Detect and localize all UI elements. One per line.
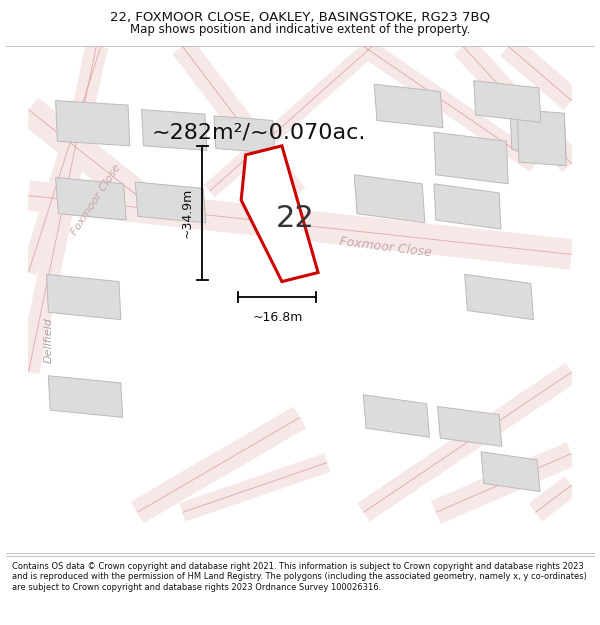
Polygon shape [434, 184, 501, 229]
Polygon shape [510, 109, 566, 157]
Text: Foxmoor Close: Foxmoor Close [70, 162, 123, 238]
Polygon shape [135, 182, 206, 222]
Polygon shape [47, 274, 121, 319]
Polygon shape [355, 175, 425, 222]
Text: ~282m²/~0.070ac.: ~282m²/~0.070ac. [152, 122, 367, 142]
Polygon shape [142, 109, 207, 151]
Polygon shape [517, 109, 566, 166]
Polygon shape [437, 406, 502, 446]
Text: Dellfield: Dellfield [43, 318, 53, 363]
Text: ~34.9m: ~34.9m [181, 188, 194, 238]
Text: 22: 22 [276, 204, 315, 232]
Polygon shape [481, 452, 540, 492]
Polygon shape [364, 395, 430, 438]
Text: 22, FOXMOOR CLOSE, OAKLEY, BASINGSTOKE, RG23 7BQ: 22, FOXMOOR CLOSE, OAKLEY, BASINGSTOKE, … [110, 10, 490, 23]
Text: Map shows position and indicative extent of the property.: Map shows position and indicative extent… [130, 23, 470, 36]
Text: Foxmoor Close: Foxmoor Close [339, 235, 433, 259]
Text: ~16.8m: ~16.8m [252, 311, 302, 324]
Polygon shape [465, 274, 533, 319]
Polygon shape [56, 177, 126, 220]
Polygon shape [374, 84, 443, 127]
Polygon shape [241, 146, 318, 282]
Polygon shape [49, 376, 122, 418]
Polygon shape [474, 81, 541, 122]
Text: Contains OS data © Crown copyright and database right 2021. This information is : Contains OS data © Crown copyright and d… [12, 562, 587, 591]
Polygon shape [434, 132, 508, 184]
Polygon shape [214, 116, 275, 153]
Polygon shape [56, 101, 130, 146]
